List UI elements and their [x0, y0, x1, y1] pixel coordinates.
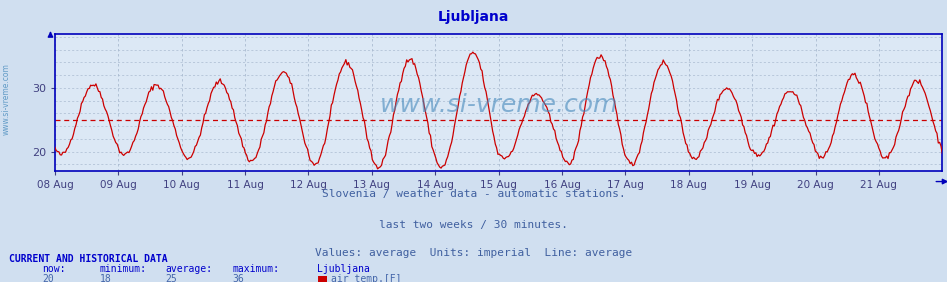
Text: 18: 18 — [99, 274, 111, 282]
Text: CURRENT AND HISTORICAL DATA: CURRENT AND HISTORICAL DATA — [9, 254, 169, 264]
Text: Slovenia / weather data - automatic stations.: Slovenia / weather data - automatic stat… — [322, 189, 625, 199]
Text: Ljubljana: Ljubljana — [317, 264, 370, 274]
Text: minimum:: minimum: — [99, 264, 147, 274]
Text: ■: ■ — [317, 274, 329, 282]
Text: last two weeks / 30 minutes.: last two weeks / 30 minutes. — [379, 220, 568, 230]
Text: air temp.[F]: air temp.[F] — [331, 274, 402, 282]
Text: average:: average: — [166, 264, 213, 274]
Text: 36: 36 — [232, 274, 243, 282]
Text: www.si-vreme.com: www.si-vreme.com — [1, 63, 10, 135]
Text: Ljubljana: Ljubljana — [438, 10, 509, 24]
Text: maximum:: maximum: — [232, 264, 279, 274]
Text: Values: average  Units: imperial  Line: average: Values: average Units: imperial Line: av… — [314, 248, 633, 258]
Text: 25: 25 — [166, 274, 177, 282]
Text: now:: now: — [43, 264, 66, 274]
Text: www.si-vreme.com: www.si-vreme.com — [380, 93, 617, 117]
Text: 20: 20 — [43, 274, 54, 282]
